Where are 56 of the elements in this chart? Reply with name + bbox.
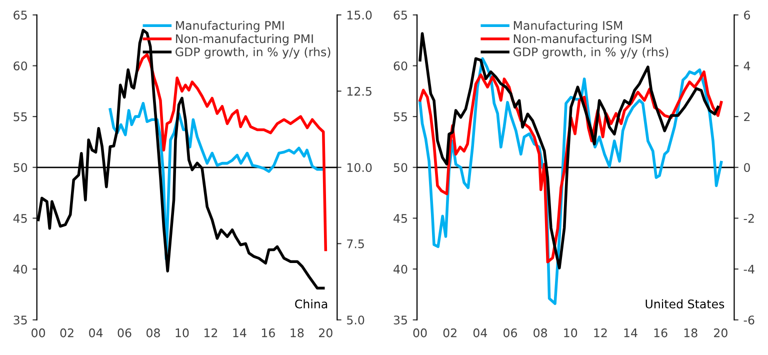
x-tick-label: 06: [118, 328, 132, 338]
x-tick-label: 18: [290, 328, 304, 338]
y2-tick-label: 7.5: [347, 239, 364, 248]
x-tick-label: 06: [503, 328, 517, 338]
x-tick-label: 20: [714, 328, 728, 338]
x-tick-label: 16: [262, 328, 275, 338]
x-tick-label: 20: [319, 328, 332, 338]
y2-tick-label: 5.0: [347, 316, 364, 325]
y-tick-label: 65: [394, 10, 407, 20]
x-tick-label: 08: [534, 328, 547, 338]
x-tick-label: 14: [624, 328, 638, 338]
x-tick-label: 18: [684, 328, 698, 338]
y-tick-label: 45: [13, 214, 27, 223]
x-tick-label: 10: [176, 328, 189, 338]
legend-label: Manufacturing PMI: [176, 20, 284, 32]
y2-tick-label: 4: [744, 62, 750, 70]
legend-label: GDP growth, in % y/y (rhs): [176, 47, 330, 59]
y-tick-label: 60: [394, 61, 408, 70]
y2-tick-label: -4: [744, 264, 754, 274]
y-tick-label: 50: [394, 163, 408, 172]
x-tick-label: 12: [204, 328, 218, 338]
legend-label: Manufacturing ISM: [514, 20, 622, 32]
legend-label: GDP growth, in % y/y (rhs): [513, 47, 668, 59]
y-tick-label: 60: [14, 61, 28, 70]
y2-tick-label: -6: [744, 316, 754, 325]
y2-tick-label: 15.0: [347, 10, 372, 20]
y-tick-label: 40: [394, 264, 408, 274]
y2-tick-label: 6: [744, 10, 750, 20]
x-tick-label: 00: [32, 328, 46, 338]
x-tick-label: 02: [60, 328, 74, 338]
annotation: China: [295, 299, 328, 308]
x-tick-label: 12: [594, 328, 607, 338]
x-tick-label: 00: [413, 328, 427, 338]
y-tick-label: 50: [14, 163, 28, 172]
x-tick-label: 10: [564, 328, 578, 338]
y-tick-label: 45: [394, 214, 407, 223]
y-tick-label: 40: [13, 264, 28, 274]
x-tick-label: 04: [473, 328, 488, 338]
y-tick-label: 35: [394, 316, 407, 325]
x-tick-label: 04: [89, 328, 103, 338]
x-tick-label: 02: [443, 328, 456, 338]
legend-label: Non-manufacturing PMI: [176, 34, 313, 46]
y2-tick-label: 12.5: [347, 86, 372, 96]
y-tick-label: 55: [14, 112, 27, 122]
y-tick-label: 55: [394, 112, 407, 122]
y-tick-label: 65: [14, 10, 27, 20]
x-tick-label: 08: [146, 328, 160, 338]
y2-tick-label: 0: [744, 163, 750, 172]
legend-label: Non-manufacturing ISM: [514, 34, 652, 46]
y2-tick-label: 2: [744, 112, 750, 122]
x-tick-label: 16: [654, 328, 668, 338]
y-tick-label: 35: [14, 316, 27, 325]
y2-tick-label: -2: [744, 214, 754, 223]
x-tick-label: 14: [233, 328, 246, 338]
y2-tick-label: 10.0: [347, 163, 372, 172]
annotation: United States: [646, 299, 724, 308]
